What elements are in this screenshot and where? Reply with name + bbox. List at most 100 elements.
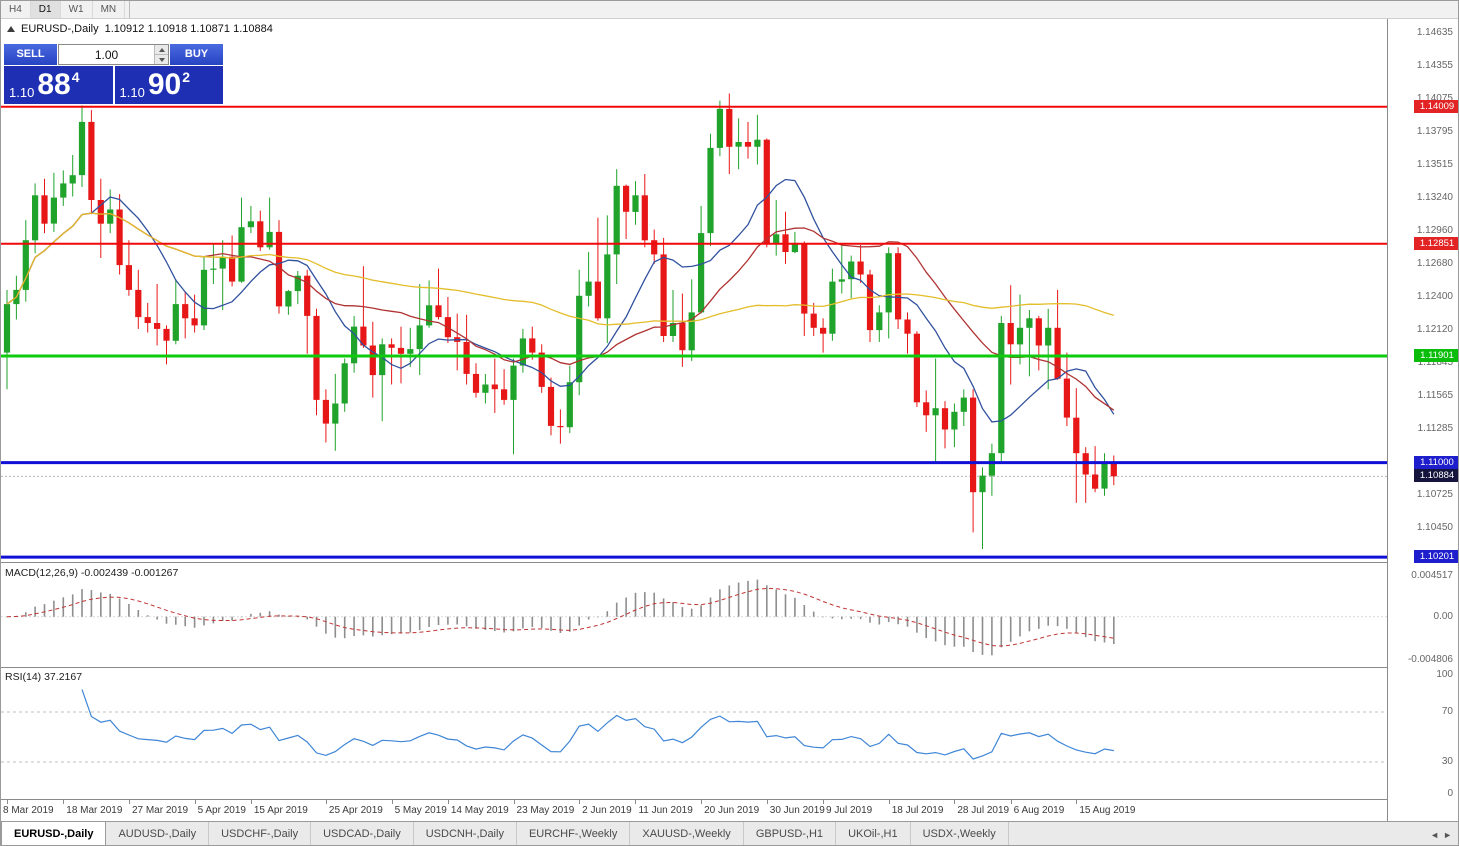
date-axis-label: 25 Apr 2019 [328, 805, 383, 816]
date-axis-label: 27 Mar 2019 [131, 805, 189, 816]
timeframe-button-d1[interactable]: D1 [30, 1, 61, 18]
rsi-panel-divider[interactable] [1, 667, 1458, 668]
buy-price-point: 2 [182, 69, 190, 85]
price-axis-label: 1.13795 [1416, 125, 1453, 137]
price-axis-label: 1.12960 [1416, 224, 1453, 236]
date-tick [392, 800, 393, 804]
date-tick [1076, 800, 1077, 804]
macd-panel-divider[interactable] [1, 562, 1458, 563]
price-line-tag: 1.12851 [1414, 236, 1458, 250]
date-axis-label: 9 Jul 2019 [826, 805, 873, 816]
symbol-tab-usdx[interactable]: USDX-,Weekly [911, 822, 1009, 845]
date-tick [195, 800, 196, 804]
symbol-tab-xauusd[interactable]: XAUUSD-,Weekly [630, 822, 744, 845]
timeframe-button-h4[interactable]: H4 [1, 1, 31, 18]
lot-decrease-button[interactable] [155, 55, 168, 64]
price-axis-label: 1.14355 [1416, 59, 1453, 71]
date-axis-label: 14 May 2019 [450, 805, 509, 816]
date-axis-label: 28 Jul 2019 [957, 805, 1010, 816]
rsi-indicator-label: RSI(14) 37.2167 [5, 671, 83, 683]
timeframe-button-w1[interactable]: W1 [61, 1, 93, 18]
timeframe-button-mn[interactable]: MN [93, 1, 126, 18]
date-tick [63, 800, 64, 804]
date-axis-label: 30 Jun 2019 [769, 805, 825, 816]
buy-price-pips: 90 [147, 68, 182, 101]
macd-indicator-label: MACD(12,26,9) -0.002439 -0.001267 [5, 567, 179, 579]
symbol-tab-gbpusd[interactable]: GBPUSD-,H1 [744, 822, 837, 845]
date-tick [251, 800, 252, 804]
one-click-trade-panel: SELL BUY 1.10 88 4 1.10 90 2 [4, 44, 223, 104]
symbol-tab-usdchf[interactable]: USDCHF-,Daily [209, 822, 312, 845]
tab-scroll-right-icon[interactable]: ► [1443, 829, 1452, 840]
lot-increase-button[interactable] [155, 45, 168, 55]
sell-price-point: 4 [71, 69, 80, 85]
date-tick [448, 800, 449, 804]
date-axis-label: 18 Jul 2019 [891, 805, 944, 816]
current-price-tag: 1.10884 [1414, 469, 1458, 483]
symbol-tab-usdcad[interactable]: USDCAD-,Daily [311, 822, 414, 845]
macd-axis-label: -0.004806 [1407, 654, 1453, 665]
toolbar-separator [129, 1, 131, 18]
price-axis-label: 1.14635 [1416, 26, 1453, 38]
date-axis-label: 11 Jun 2019 [638, 805, 693, 816]
price-axis-label: 1.10450 [1416, 521, 1453, 533]
rsi-axis-label: 0 [1447, 788, 1453, 799]
sell-button[interactable]: SELL [4, 44, 57, 65]
price-axis-label: 1.11565 [1417, 389, 1453, 401]
sell-price-display[interactable]: 1.10 88 4 [4, 66, 113, 104]
date-axis-label: 5 Apr 2019 [197, 805, 246, 816]
date-tick [129, 800, 130, 804]
tab-scroll-controls: ◄ ► [1422, 822, 1458, 845]
timeframe-toolbar: H4 D1 W1 MN [1, 1, 1458, 19]
price-axis-label: 1.13240 [1416, 191, 1453, 203]
chart-symbol-label: EURUSD-,Daily [21, 23, 99, 35]
price-line-tag: 1.10201 [1414, 550, 1458, 564]
lot-spinner [154, 45, 168, 64]
macd-axis-label: 0.00 [1433, 610, 1453, 622]
macd-plot[interactable] [1, 563, 1387, 667]
candlestick-plot[interactable] [1, 19, 1387, 562]
date-tick [579, 800, 580, 804]
price-axis-label: 1.12400 [1416, 291, 1453, 302]
lot-size-field [58, 44, 169, 65]
symbol-tab-eurusd[interactable]: EURUSD-,Daily [1, 822, 107, 845]
price-line-tag: 1.11000 [1414, 455, 1458, 469]
buy-price-display[interactable]: 1.10 90 2 [114, 66, 223, 104]
sell-price-prefix: 1.10 [9, 85, 35, 100]
price-axis[interactable]: 1.14635 1.14355 1.14075 1.13795 1.13515 1.132… [1387, 19, 1458, 821]
date-tick [1011, 800, 1012, 804]
date-axis[interactable]: 8 Mar 2019 18 Mar 2019 27 Mar 2019 5 Apr 20… [1, 800, 1387, 821]
date-axis-label: 5 May 2019 [394, 805, 447, 816]
chart-tab-bar: EURUSD-,Daily AUDUSD-,Daily USDCHF-,Daily U… [1, 821, 1458, 845]
price-axis-label: 1.11845 [1417, 356, 1453, 368]
buy-button[interactable]: BUY [170, 44, 223, 65]
price-axis-label: 1.13515 [1416, 159, 1453, 171]
date-axis-divider [1, 799, 1458, 800]
date-axis-label: 6 Aug 2019 [1013, 805, 1065, 816]
price-axis-label: 1.12680 [1416, 257, 1453, 269]
date-tick [7, 800, 8, 804]
date-axis-label: 15 Apr 2019 [253, 805, 308, 816]
chart-ohlc-values: 1.10912 1.10918 1.10871 1.10884 [104, 23, 273, 35]
symbol-tab-usdcnh[interactable]: USDCNH-,Daily [414, 822, 517, 845]
rsi-axis-label: 70 [1441, 706, 1453, 717]
collapse-panel-icon[interactable] [7, 26, 15, 32]
symbol-tab-audusd[interactable]: AUDUSD-,Daily [106, 822, 210, 845]
tab-scroll-left-icon[interactable]: ◄ [1430, 829, 1440, 840]
price-axis-label: 1.11285 [1417, 422, 1453, 434]
spin-down-icon [158, 57, 165, 62]
date-tick [701, 800, 702, 804]
symbol-tab-ukoil[interactable]: UKOil-,H1 [836, 822, 911, 845]
rsi-plot[interactable] [1, 668, 1387, 799]
date-tick [767, 800, 768, 804]
lot-size-input[interactable] [59, 45, 154, 64]
chart-header: EURUSD-,Daily 1.10912 1.10918 1.10871 1.… [7, 23, 273, 35]
date-tick [635, 800, 636, 804]
date-axis-label: 18 Mar 2019 [66, 805, 123, 816]
symbol-tab-eurchf[interactable]: EURCHF-,Weekly [517, 822, 631, 845]
sell-price-pips: 88 [37, 68, 71, 101]
date-axis-label: 23 May 2019 [516, 805, 575, 816]
date-tick [889, 800, 890, 804]
date-axis-label: 2 Jun 2019 [582, 805, 632, 816]
